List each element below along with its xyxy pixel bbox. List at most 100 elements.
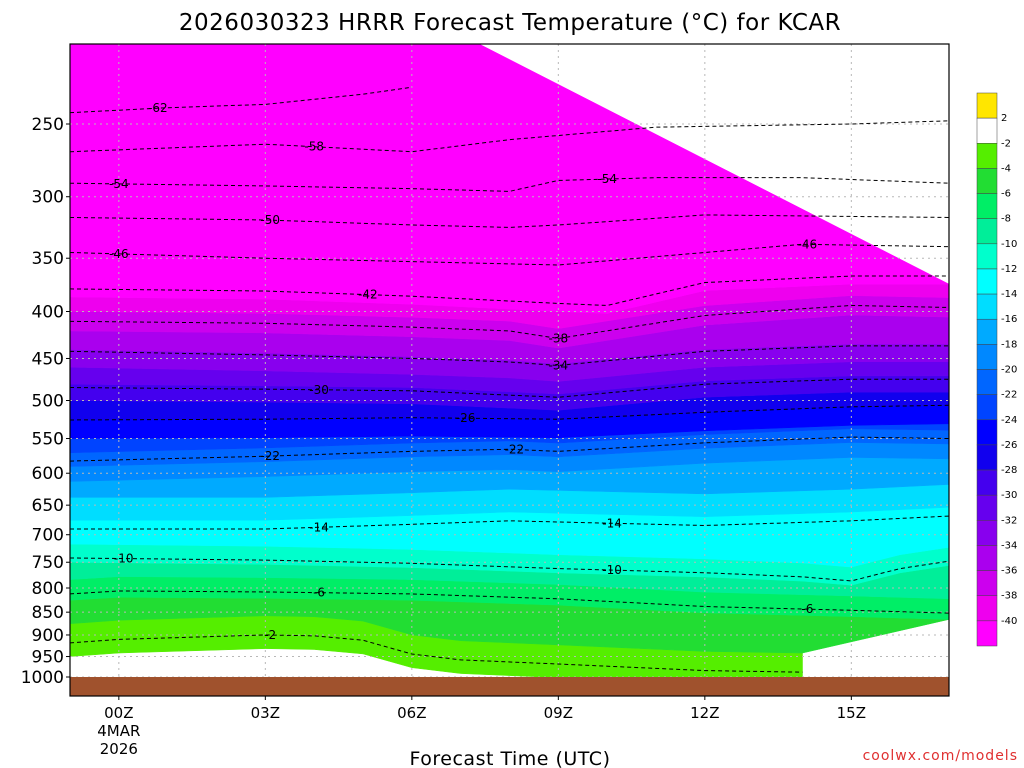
isotherm-label: -22 bbox=[505, 442, 525, 456]
colorbar-swatch bbox=[976, 595, 998, 622]
colorbar-swatch bbox=[976, 218, 998, 245]
isotherm-contours: -62 -58 -54 -54 -50 -46 -46 -42 -38 -34 -30 -26 -22 -… bbox=[70, 86, 949, 673]
colorbar-swatch bbox=[976, 494, 998, 521]
isotherm-line bbox=[70, 86, 412, 114]
colorbar-label: -6 bbox=[1001, 189, 1011, 200]
isotherm-label: -46 bbox=[109, 247, 129, 261]
colorbar-label: -18 bbox=[1001, 339, 1017, 350]
isotherm-line bbox=[70, 345, 949, 367]
colorbar-label: -14 bbox=[1001, 289, 1017, 300]
isotherm-label: -58 bbox=[304, 140, 324, 154]
isotherm-label: -34 bbox=[549, 359, 569, 373]
colorbar-swatch bbox=[976, 318, 998, 345]
isotherm-line bbox=[70, 634, 803, 673]
x-tick-label: 15Z bbox=[837, 704, 866, 722]
colorbar-swatch bbox=[976, 394, 998, 421]
colorbar-swatch bbox=[976, 620, 998, 647]
below-ground-surface bbox=[70, 677, 949, 696]
colorbar-swatch bbox=[976, 243, 998, 270]
colorbar-swatch bbox=[976, 444, 998, 471]
y-tick-label: 1000 bbox=[21, 668, 64, 688]
isotherm-line bbox=[70, 515, 949, 530]
colorbar-swatch bbox=[976, 419, 998, 446]
isotherm-line bbox=[70, 436, 949, 462]
y-tick-label: 950 bbox=[32, 648, 64, 668]
isotherm-label: -6 bbox=[313, 586, 325, 600]
x-axis-label: Forecast Time (UTC) bbox=[410, 748, 611, 768]
colorbar-label: -22 bbox=[1001, 390, 1017, 401]
colorbar-swatch bbox=[976, 193, 998, 219]
colorbar-label: -32 bbox=[1001, 515, 1017, 526]
isotherm-line bbox=[70, 557, 949, 582]
plot-frame bbox=[69, 43, 950, 697]
x-tick-label: 03Z bbox=[251, 704, 280, 722]
colorbar-swatch bbox=[976, 344, 998, 370]
isotherm-label: -22 bbox=[260, 449, 280, 463]
y-tick-label: 550 bbox=[32, 430, 64, 450]
isotherm-line bbox=[70, 275, 949, 306]
y-tick-label: 350 bbox=[32, 249, 64, 269]
colorbar-swatch bbox=[976, 570, 998, 596]
colorbar-label: -40 bbox=[1001, 616, 1017, 627]
colorbar-label: -36 bbox=[1001, 566, 1017, 577]
y-tick-label: 300 bbox=[32, 188, 64, 208]
colorbar-swatch bbox=[976, 293, 998, 320]
isotherm-label: -54 bbox=[109, 177, 129, 191]
colorbar-swatch bbox=[976, 268, 998, 295]
colorbar-label: -26 bbox=[1001, 440, 1017, 451]
x-tick-label: 12Z bbox=[690, 704, 719, 722]
isotherm-line bbox=[70, 304, 949, 339]
colorbar-swatch bbox=[976, 369, 998, 395]
colorbar-label: -12 bbox=[1001, 264, 1017, 275]
isotherm-label: -10 bbox=[602, 563, 622, 577]
footer-site-credit: coolwx.com/models bbox=[863, 748, 1018, 764]
colorbar-swatch bbox=[976, 545, 998, 571]
y-tick-label: 700 bbox=[32, 526, 64, 546]
colorbar-swatch bbox=[976, 143, 998, 169]
colorbar-label: -10 bbox=[1001, 239, 1017, 250]
colorbar-label: -20 bbox=[1001, 365, 1017, 376]
y-tick-label: 250 bbox=[32, 115, 64, 135]
isotherm-label: -14 bbox=[602, 516, 622, 530]
colorbar-label: -24 bbox=[1001, 415, 1017, 426]
colorbar-label: -38 bbox=[1001, 591, 1017, 602]
y-tick-label: 600 bbox=[32, 464, 64, 484]
y-tick-label: 500 bbox=[32, 392, 64, 412]
chart-title: 2026030323 HRRR Forecast Temperature (°C… bbox=[179, 10, 841, 36]
colorbar-label: -2 bbox=[1001, 138, 1011, 149]
colorbar-label: -30 bbox=[1001, 490, 1017, 501]
y-tick-label: 800 bbox=[32, 579, 64, 599]
x-tick-label: 06Z bbox=[397, 704, 426, 722]
ground-layer bbox=[70, 677, 949, 696]
isotherm-label: -10 bbox=[114, 552, 134, 566]
colorbar-label: -8 bbox=[1001, 214, 1011, 225]
x-tick-year: 2026 bbox=[100, 740, 138, 758]
isotherm-label: -42 bbox=[358, 288, 378, 302]
isotherm-label: -30 bbox=[309, 383, 329, 397]
isotherm-label: -50 bbox=[260, 213, 280, 227]
temperature-bands bbox=[70, 44, 949, 690]
isotherm-label: -54 bbox=[597, 172, 617, 186]
y-tick-label: 400 bbox=[32, 302, 64, 322]
isotherm-label: -46 bbox=[798, 237, 818, 251]
isotherm-line bbox=[70, 590, 949, 614]
isotherm-label: -38 bbox=[549, 331, 569, 345]
colorbar-label: -34 bbox=[1001, 540, 1017, 551]
isotherm-line bbox=[70, 177, 949, 192]
isotherm-label: -26 bbox=[456, 411, 476, 425]
x-tick-date: 4MAR bbox=[97, 722, 140, 740]
x-tick-label: 00Z bbox=[104, 704, 133, 722]
x-tick-label: 09Z bbox=[544, 704, 573, 722]
y-tick-label: 650 bbox=[32, 496, 64, 516]
temp-band bbox=[70, 44, 949, 314]
y-tick-label: 750 bbox=[32, 553, 64, 573]
colorbar-swatch bbox=[976, 469, 998, 496]
y-tick-label: 900 bbox=[32, 626, 64, 646]
colorbar-swatch bbox=[976, 92, 998, 119]
isotherm-label: -6 bbox=[801, 602, 813, 616]
colorbar-label: 2 bbox=[1001, 113, 1007, 124]
y-tick-label: 850 bbox=[32, 603, 64, 623]
y-tick-label: 450 bbox=[32, 349, 64, 369]
